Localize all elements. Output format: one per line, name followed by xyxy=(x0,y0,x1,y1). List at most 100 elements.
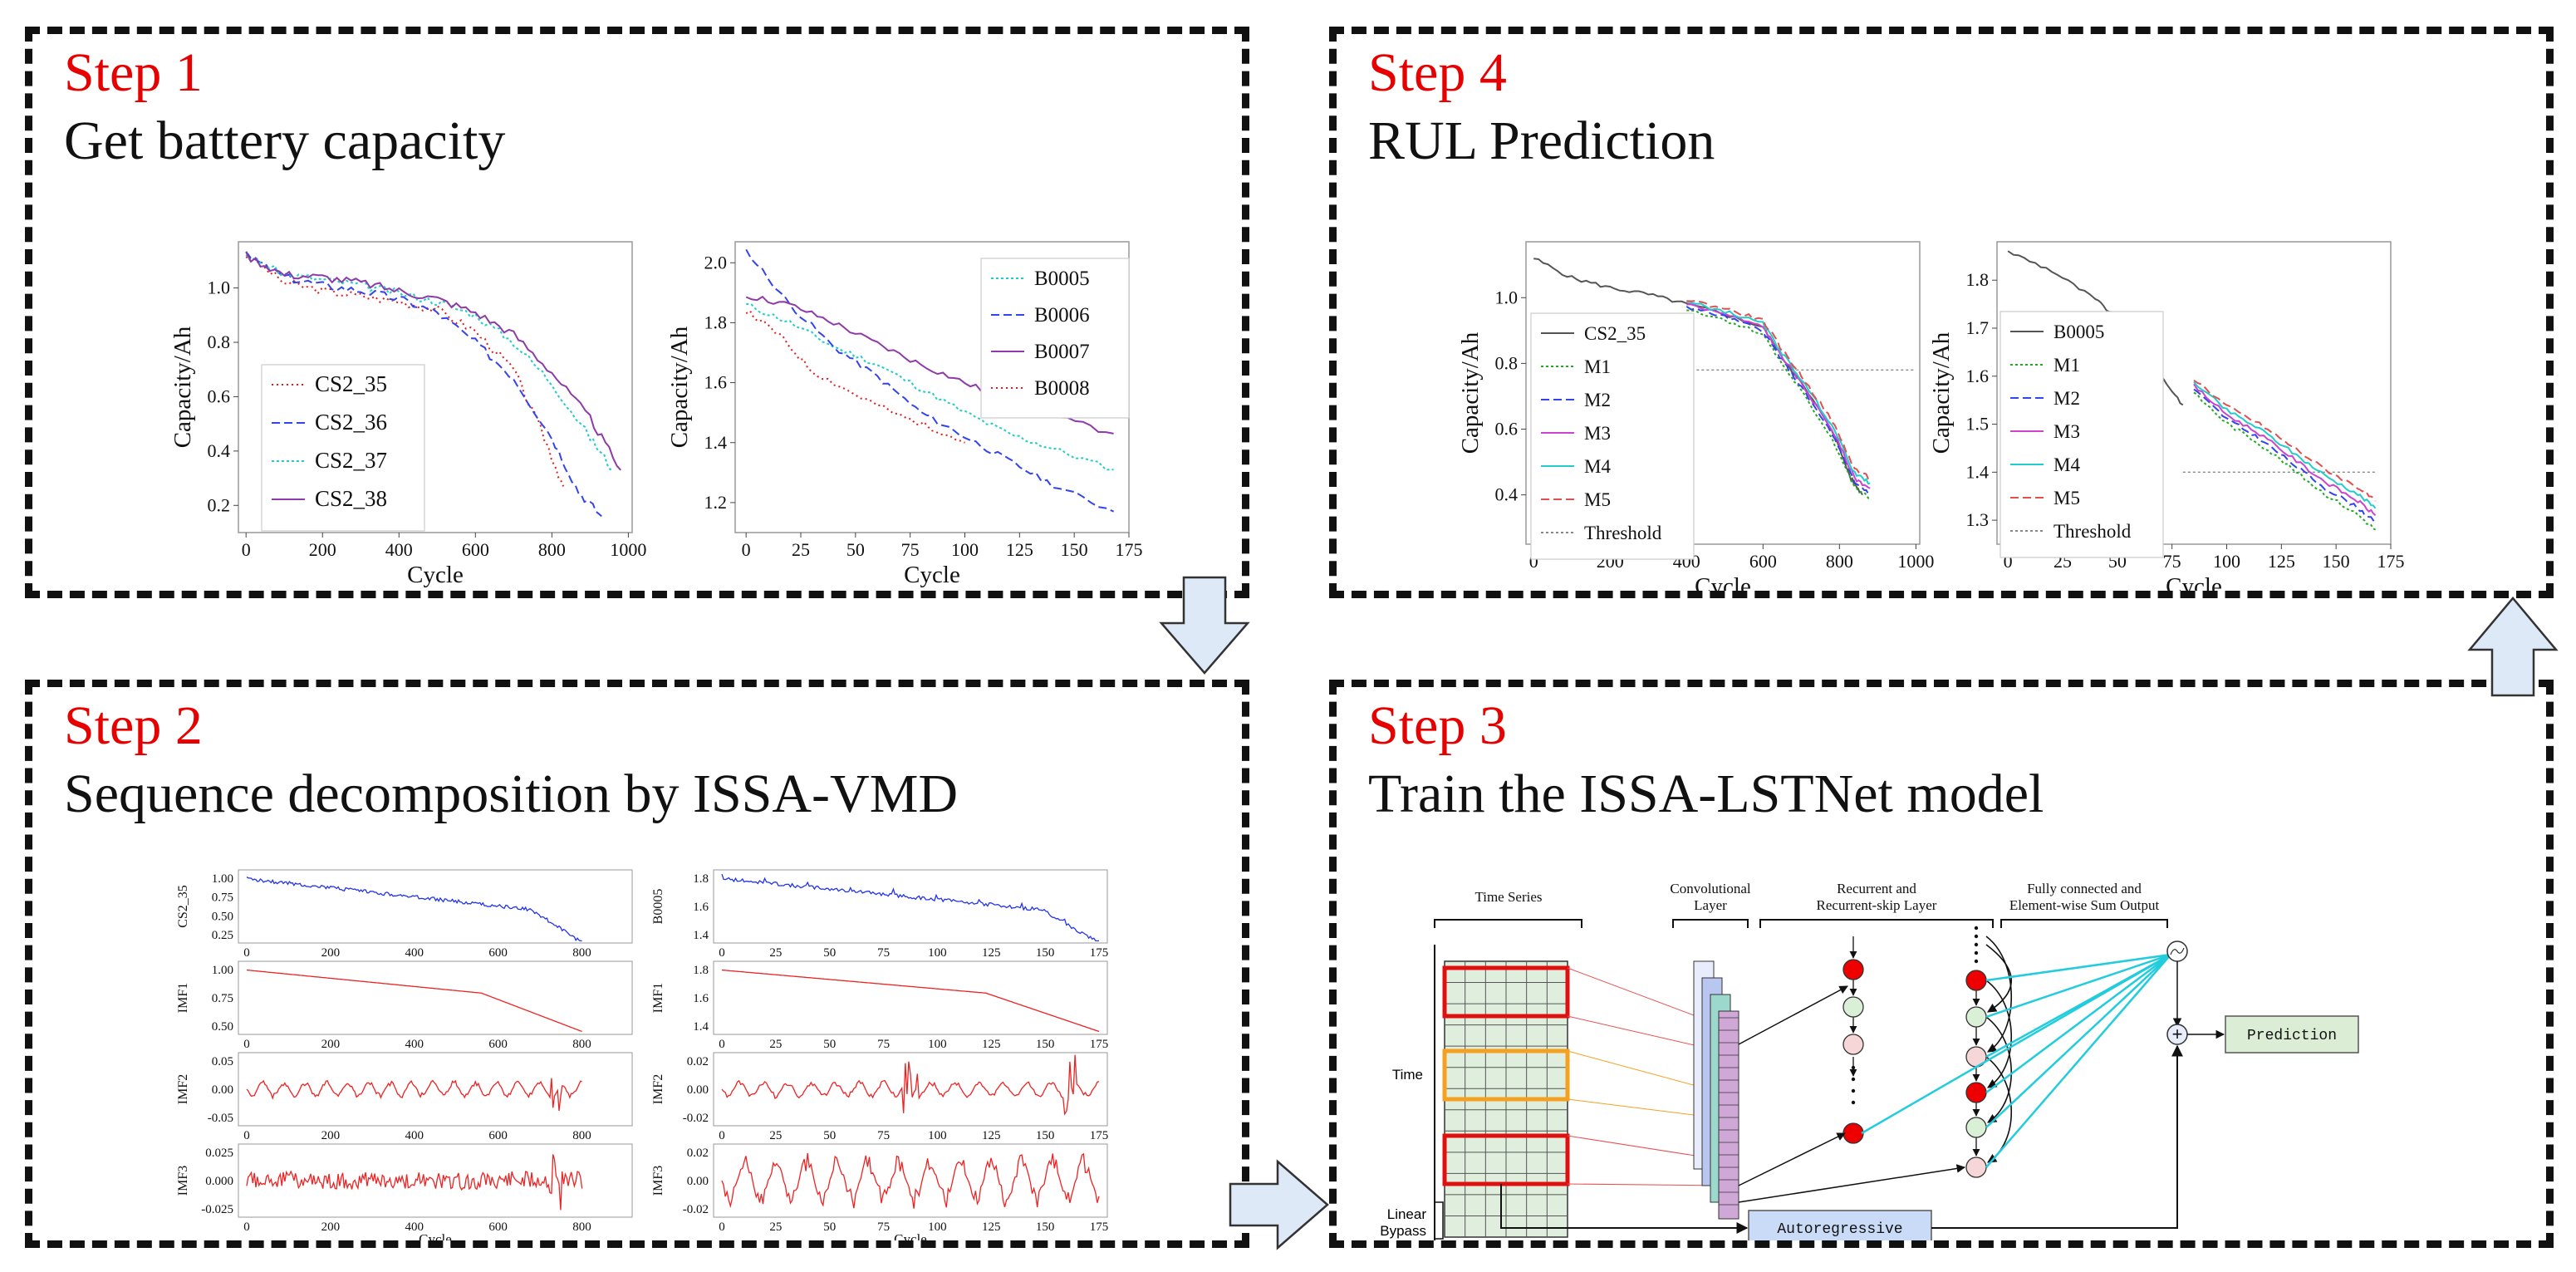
skip-arc xyxy=(1985,980,2013,1088)
decomp-signal xyxy=(246,1154,583,1211)
decomp-frame xyxy=(713,960,1108,1035)
decomp-x-tick-label: 100 xyxy=(928,1220,947,1234)
y-axis-label: Capacity/Ah xyxy=(666,326,693,448)
y-tick-label: 1.5 xyxy=(1966,414,1990,435)
decomp-y-tick-label: 1.8 xyxy=(693,872,709,886)
conv-to-skip-arrow xyxy=(1738,1164,1966,1203)
decomp-x-tick-label: 50 xyxy=(823,946,836,960)
y-tick-label: 0.4 xyxy=(208,440,231,461)
x-tick-label: 800 xyxy=(538,539,566,560)
decomp-y-tick-label: 0.25 xyxy=(212,929,233,942)
decomp-x-tick-label: 600 xyxy=(488,1038,508,1051)
legend-label: M2 xyxy=(1584,390,1611,410)
y-tick-label: 2.0 xyxy=(704,252,728,273)
series-line-CS2_36 xyxy=(245,251,602,518)
step4-charts: 0 200 400 600 800 10000.40.60.81.0CycleCapaci… xyxy=(1457,241,2405,591)
y-axis-label: Capacity/Ah xyxy=(1928,332,1955,454)
x-tick-label: 175 xyxy=(1116,539,1143,560)
sum-node: + xyxy=(2166,1024,2188,1045)
x-tick-label: 150 xyxy=(2323,551,2350,572)
skip-node xyxy=(1965,1157,1987,1178)
legend-label: M3 xyxy=(1584,423,1611,444)
legend-label: B0008 xyxy=(1034,377,1090,400)
rec-node xyxy=(1842,996,1864,1018)
rec-ellipsis-dot xyxy=(1851,1077,1856,1082)
decomp-x-tick-label: 400 xyxy=(405,1038,424,1051)
window-red-top xyxy=(1442,965,1570,1019)
decomp-y-tick-label: -0.025 xyxy=(201,1203,233,1216)
decomp-y-label: IMF2 xyxy=(176,1074,190,1104)
skip-arc xyxy=(1985,936,2013,1053)
decomp-y-tick-label: 0.025 xyxy=(205,1147,233,1160)
decomp-y-tick-label: 1.8 xyxy=(693,964,709,977)
decomp-x-tick-label: 0 xyxy=(243,946,250,960)
decomp-frame xyxy=(238,869,633,944)
ar-to-sum-line xyxy=(1931,1044,2183,1229)
step4-title: RUL Prediction xyxy=(1368,111,1715,171)
step4-left-chart: 0 200 400 600 800 10000.40.60.81.0CycleCapaci… xyxy=(1457,241,1934,591)
arrow-right-step2-step3 xyxy=(1229,1159,1329,1250)
decomp-signal xyxy=(721,1152,1100,1209)
y-tick-label: 0.2 xyxy=(208,494,231,515)
decomp-y-tick-label: 1.4 xyxy=(693,929,709,942)
decomp-x-tick-label: 75 xyxy=(877,1038,890,1051)
decomp-x-tick-label: 50 xyxy=(823,1129,836,1142)
decomp-x-tick-label: 800 xyxy=(572,946,591,960)
decomp-y-tick-label: 0.05 xyxy=(212,1055,233,1068)
output-node xyxy=(2166,940,2188,962)
y-tick-label: 1.2 xyxy=(704,492,728,513)
decomp-x-tick-label: 175 xyxy=(1090,1129,1109,1142)
x-tick-label: 600 xyxy=(1749,551,1777,572)
series-line-B0008 xyxy=(745,309,965,444)
decomp-y-tick-label: 1.4 xyxy=(693,1020,709,1034)
legend-label: B0007 xyxy=(1034,341,1090,363)
legend-box xyxy=(1999,311,2164,558)
skip-ellipsis-dot xyxy=(1974,950,1979,955)
decomp-x-tick-label: 800 xyxy=(572,1038,591,1051)
decomp-y-tick-label: -0.02 xyxy=(683,1203,709,1216)
series-line-M5 xyxy=(1686,300,1871,480)
decomp-x-tick-label: 125 xyxy=(982,946,1001,960)
legend-label: M4 xyxy=(1584,456,1611,477)
decomp-signal xyxy=(721,969,1100,1033)
x-tick-label: 1000 xyxy=(610,539,646,560)
legend-label: CS2_38 xyxy=(315,486,387,511)
decomp-y-tick-label: 0.00 xyxy=(687,1175,709,1188)
skip-ellipsis-dot xyxy=(1974,934,1979,939)
decomp-y-tick-label: 1.6 xyxy=(693,901,709,914)
decomp-x-tick-label: 175 xyxy=(1090,946,1109,960)
x-tick-label: 200 xyxy=(309,539,336,560)
y-tick-label: 1.6 xyxy=(704,372,728,393)
window-orange xyxy=(1442,1049,1570,1102)
step4-panel: Step 4 RUL Prediction 0 200 400 600 800 1000 0… xyxy=(1329,27,2554,598)
decomp-frame xyxy=(238,960,633,1035)
decomp-x-tick-label: 200 xyxy=(321,946,341,960)
step3-label: Step 3 xyxy=(1368,695,1507,756)
decomp-signal xyxy=(721,873,1099,942)
y-tick-label: 1.3 xyxy=(1966,509,1990,530)
step1-panel: Step 1 Get battery capacity 0 200 400 600 80… xyxy=(25,27,1249,598)
series-line-M2 xyxy=(2193,388,2377,523)
series-line-M3 xyxy=(1686,303,1871,489)
skip-arc xyxy=(1985,944,2013,1013)
step1-left-chart: 0 200 400 600 800 1000 0.2 0.4 0.6 0.8 1.0 Cycle Cap… xyxy=(169,241,646,588)
x-tick-label: 50 xyxy=(846,539,865,560)
decomp-y-tick-label: 0.000 xyxy=(205,1175,233,1188)
decomp-x-tick-label: 200 xyxy=(321,1129,341,1142)
legend-label: CS2_36 xyxy=(315,410,387,435)
series-line-CS2_38 xyxy=(245,251,621,471)
decomp-frame xyxy=(238,1052,633,1127)
y-tick-label: 1.4 xyxy=(704,432,728,453)
linear-bypass-label2: Bypass xyxy=(1380,1223,1426,1239)
decomp-x-tick-label: 600 xyxy=(488,1129,508,1142)
sum-symbol: + xyxy=(2172,1024,2183,1044)
decomp-y-label: IMF3 xyxy=(176,1166,190,1196)
decomp-x-tick-label: 800 xyxy=(572,1220,591,1234)
lstnet-diagram: Time Series Convolutional Layer Recurren… xyxy=(1380,881,2359,1240)
y-tick-label: 1.8 xyxy=(704,312,728,332)
decomp-x-tick-label: 0 xyxy=(243,1038,250,1051)
header-fc2: Element-wise Sum Output xyxy=(2009,897,2160,913)
decomp-x-tick-label: 150 xyxy=(1036,1129,1055,1142)
y-tick-label: 1.7 xyxy=(1966,317,1990,338)
x-tick-label: 0 xyxy=(2004,551,2013,572)
